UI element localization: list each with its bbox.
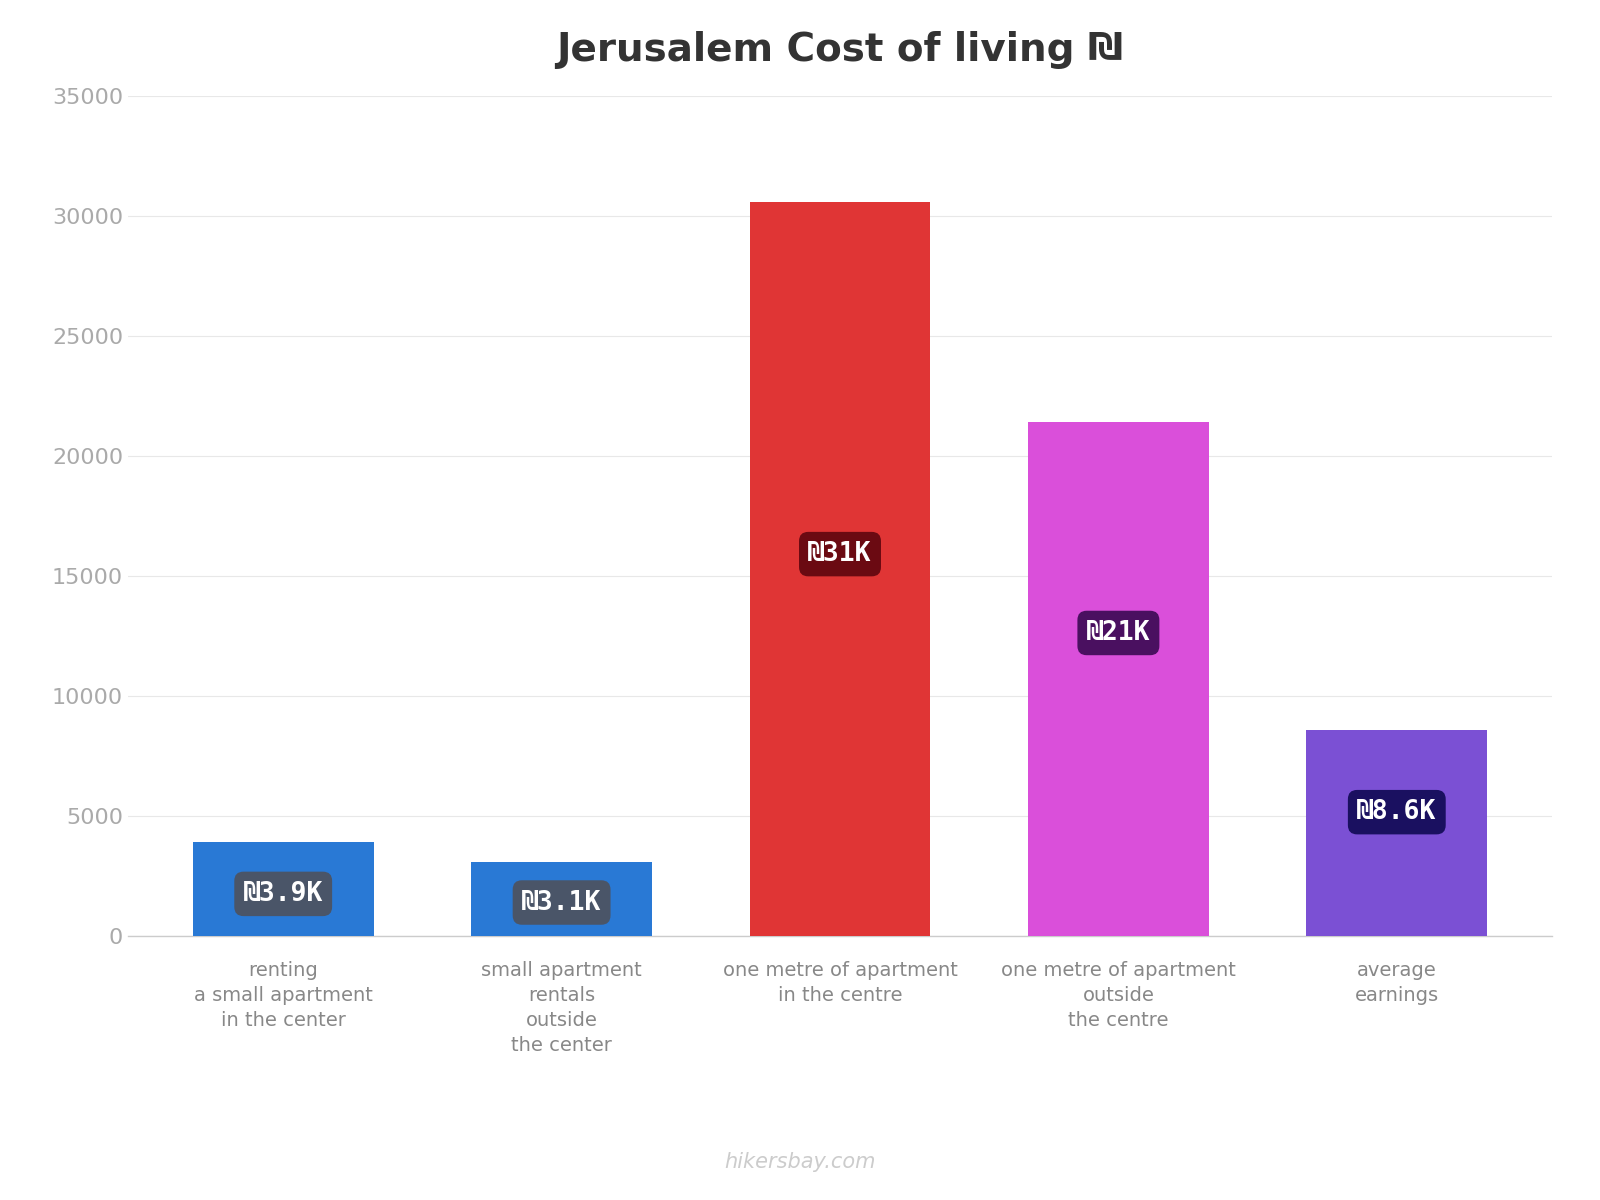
Text: ₪21K: ₪21K xyxy=(1086,620,1150,646)
Title: Jerusalem Cost of living ₪: Jerusalem Cost of living ₪ xyxy=(557,31,1123,70)
Bar xyxy=(1306,730,1488,936)
Text: ₪8.6K: ₪8.6K xyxy=(1357,799,1437,826)
Text: hikersbay.com: hikersbay.com xyxy=(725,1152,875,1171)
Bar xyxy=(470,862,653,936)
Bar xyxy=(192,842,374,936)
Bar xyxy=(1027,422,1210,936)
Text: ₪3.9K: ₪3.9K xyxy=(243,881,323,907)
Bar xyxy=(749,202,931,936)
Text: ₪31K: ₪31K xyxy=(808,541,872,568)
Text: ₪3.1K: ₪3.1K xyxy=(522,889,602,916)
